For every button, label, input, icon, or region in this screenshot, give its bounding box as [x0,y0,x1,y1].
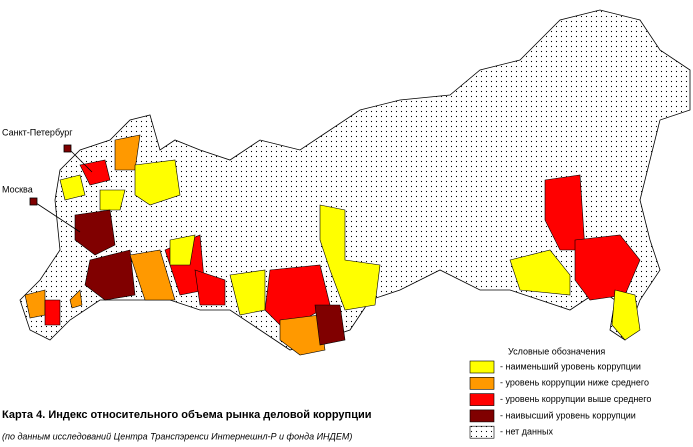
leader-line [69,149,93,173]
region [79,159,111,186]
region [279,314,326,356]
legend-swatch [469,376,495,390]
legend-label: - наивысший уровень коррупции [500,410,636,420]
region [69,289,83,309]
region [59,174,86,201]
legend: - наименьший уровень коррупции - уровень … [469,360,651,439]
region [84,249,136,301]
legend-label: - наименьший уровень коррупции [500,361,641,371]
regions [24,134,641,356]
city-markers [29,144,93,233]
region [509,249,571,296]
legend-label: - уровень коррупции выше среднего [500,394,651,404]
city-label: Москва [2,184,33,194]
region [314,304,346,346]
legend-swatch [469,409,495,423]
legend-label: - нет данных [500,427,553,437]
region [544,174,586,251]
region [74,209,116,256]
region [44,299,61,326]
leader-line [35,202,81,233]
region [129,249,176,301]
region [319,204,381,311]
region [169,234,196,266]
city-label: Санкт-Петербург [2,127,73,137]
legend-swatch [469,425,495,439]
city-marker [29,197,38,206]
legend-title: Условные обозначения [508,346,605,356]
region [134,159,181,206]
legend-label: - уровень коррупции ниже среднего [500,378,649,388]
region [611,289,641,341]
region [99,189,126,211]
legend-swatch [469,393,495,406]
caption-source: (по данным исследований Центра Транспэре… [2,431,352,441]
region [194,269,226,306]
city-marker [63,144,72,153]
legend-swatch [469,360,495,374]
caption-title: Карта 4. Индекс относительного объема ры… [2,409,371,421]
